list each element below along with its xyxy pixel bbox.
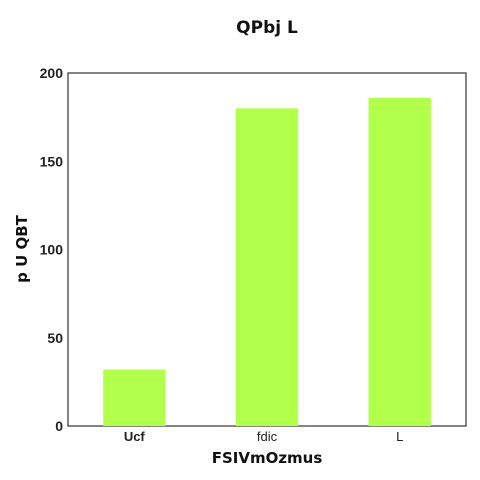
plot-area: 0 50 100 150 200 Ucf fdic L — [40, 65, 467, 444]
bar-ucf — [103, 369, 166, 426]
x-tick-label: L — [396, 429, 403, 444]
x-axis-label: FSIVmOzmus — [212, 449, 323, 467]
x-tick-label: Ucf — [124, 429, 146, 444]
y-axis-label: p U QBT — [13, 214, 31, 283]
y-tick-label: 150 — [40, 153, 64, 169]
bar-fdic — [235, 108, 299, 427]
y-tick-label: 50 — [47, 330, 63, 346]
x-tick-labels: Ucf fdic L — [124, 429, 403, 444]
bar-l — [368, 97, 431, 426]
y-tick-label: 200 — [40, 65, 64, 81]
x-tick-label: fdic — [257, 429, 278, 444]
y-tick-label: 100 — [40, 242, 64, 258]
chart-title: QPbj L — [236, 18, 298, 38]
y-tick-labels: 0 50 100 150 200 — [40, 65, 64, 434]
bars-group — [103, 97, 431, 427]
y-tick-label: 0 — [55, 418, 63, 434]
